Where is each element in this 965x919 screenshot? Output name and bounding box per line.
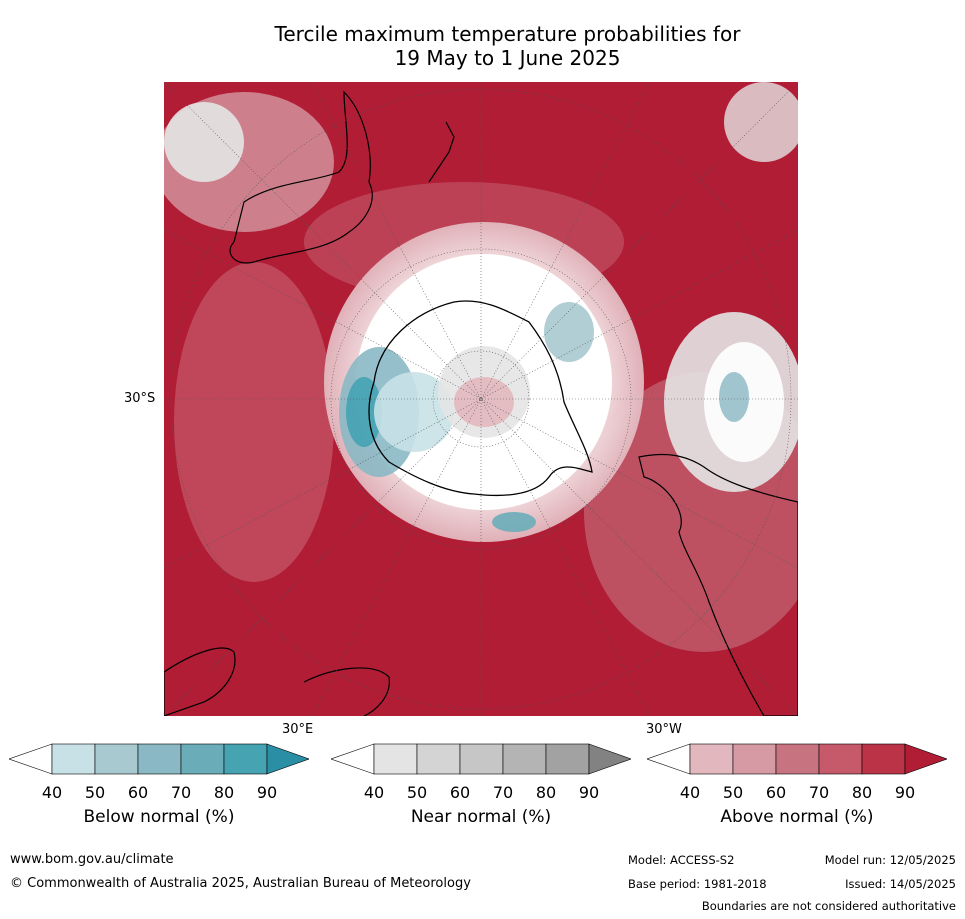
tick-label: 90 [894, 783, 916, 802]
tick-label: 90 [578, 783, 600, 802]
probability-map [164, 82, 798, 716]
colorbar-swatch [861, 743, 906, 775]
tick-label: 70 [808, 783, 830, 802]
colorbar-swatch [266, 743, 310, 775]
africa-outline [164, 647, 236, 716]
lon-label-30w: 30°W [646, 722, 682, 737]
disclaimer-text: Boundaries are not considered authoritat… [701, 899, 956, 913]
colorbar-swatch [330, 743, 375, 775]
australia-outline [229, 90, 373, 264]
lat-label-30s: 30°S [124, 391, 156, 406]
tick-label: 50 [84, 783, 106, 802]
model-run-text: Model run: 12/05/2025 [824, 853, 956, 867]
colorbar-above-normal-svg [646, 743, 948, 775]
tick-label: 40 [679, 783, 701, 802]
colorbar-below-normal: 40 50 60 70 80 90 Below normal (%) [8, 743, 310, 833]
model-text: Model: ACCESS-S2 [628, 853, 735, 867]
tick-label: 50 [406, 783, 428, 802]
tick-label: 40 [41, 783, 63, 802]
issued-text: Issued: 14/05/2025 [845, 877, 956, 891]
colorbar-swatch [373, 743, 418, 775]
base-period-text: Base period: 1981-2018 [628, 877, 767, 891]
colorbar-swatch [416, 743, 461, 775]
tick-label: 70 [170, 783, 192, 802]
colorbar-near-normal-ticks: 40 50 60 70 80 90 [331, 783, 631, 803]
graticule [164, 82, 798, 716]
colorbar-swatch [137, 743, 182, 775]
colorbar-title: Above normal (%) [720, 807, 874, 827]
colorbar-above-normal: 40 50 60 70 80 90 Above normal (%) [646, 743, 948, 833]
colorbar-swatch [180, 743, 225, 775]
title-line-2: 19 May to 1 June 2025 [394, 46, 621, 70]
colorbar-near-normal: 40 50 60 70 80 90 Near normal (%) [330, 743, 632, 833]
colorbar-swatch [502, 743, 547, 775]
tick-label: 80 [851, 783, 873, 802]
colorbar-title: Below normal (%) [83, 807, 235, 827]
tick-label: 80 [535, 783, 557, 802]
colorbar-below-normal-ticks: 40 50 60 70 80 90 [9, 783, 309, 803]
website-link[interactable]: www.bom.gov.au/climate [10, 852, 174, 867]
colorbar-swatch [8, 743, 53, 775]
colorbar-swatch [818, 743, 863, 775]
colorbar-swatch [646, 743, 691, 775]
colorbar-swatch [689, 743, 734, 775]
tick-label: 40 [363, 783, 385, 802]
colorbar-swatch [732, 743, 777, 775]
title-line-1: Tercile maximum temperature probabilitie… [274, 22, 741, 46]
tick-label: 60 [449, 783, 471, 802]
antarctica-outline [368, 300, 593, 497]
new-zealand-outline [428, 121, 455, 183]
copyright-text: © Commonwealth of Australia 2025, Austra… [10, 876, 471, 891]
colorbar-above-normal-ticks: 40 50 60 70 80 90 [647, 783, 947, 803]
colorbar-swatch [51, 743, 96, 775]
lon-label-30e: 30°E [282, 722, 314, 737]
colorbar-swatch [904, 743, 948, 775]
colorbar-below-normal-svg [8, 743, 310, 775]
south-america-outline [638, 453, 798, 716]
colorbar-title: Near normal (%) [410, 807, 552, 827]
colorbar-near-normal-svg [330, 743, 632, 775]
tick-label: 80 [213, 783, 235, 802]
colorbar-swatch [545, 743, 590, 775]
colorbar-swatch [588, 743, 632, 775]
madagascar-outline [303, 667, 390, 716]
colorbar-swatch [94, 743, 139, 775]
tick-label: 70 [492, 783, 514, 802]
tick-label: 60 [127, 783, 149, 802]
colorbar-swatch [223, 743, 268, 775]
tick-label: 60 [765, 783, 787, 802]
colorbar-swatch [459, 743, 504, 775]
map-title: Tercile maximum temperature probabilitie… [160, 22, 855, 70]
map-svg [164, 82, 798, 716]
tick-label: 50 [722, 783, 744, 802]
tick-label: 90 [256, 783, 278, 802]
colorbar-swatch [775, 743, 820, 775]
